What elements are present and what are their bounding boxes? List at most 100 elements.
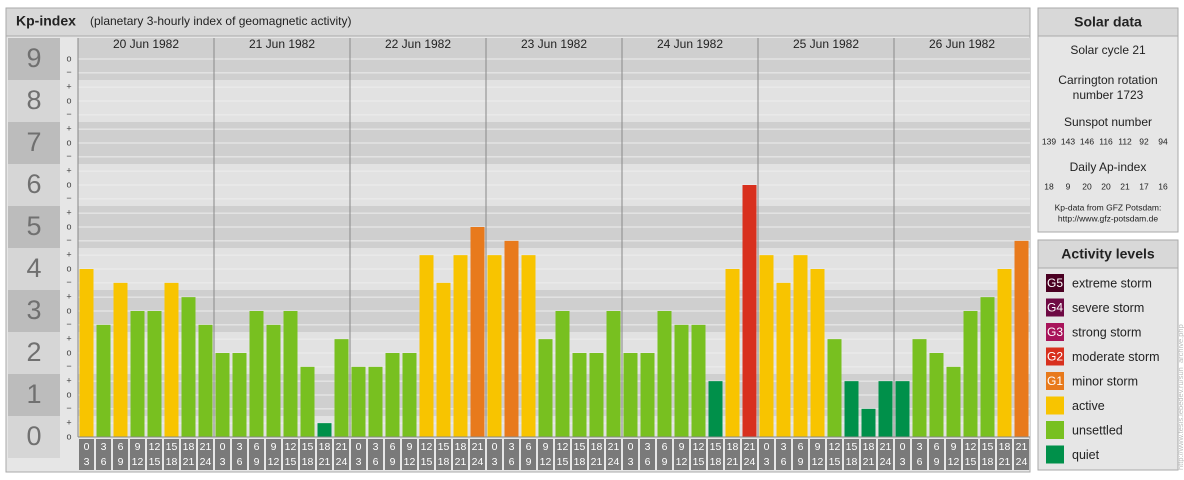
bar bbox=[317, 423, 332, 437]
hour-box bbox=[963, 439, 978, 470]
bar bbox=[844, 381, 859, 437]
x-tick-label: 6 bbox=[917, 456, 923, 468]
hour-box bbox=[878, 439, 893, 470]
x-tick-label: 3 bbox=[101, 441, 107, 453]
bar bbox=[725, 269, 740, 437]
carrington: number 1723 bbox=[1073, 88, 1144, 102]
x-tick-label: 21 bbox=[183, 456, 195, 468]
label-band bbox=[8, 290, 60, 332]
hour-box bbox=[657, 439, 672, 470]
x-tick-label: 3 bbox=[645, 441, 651, 453]
minor-tick-label: + bbox=[66, 82, 71, 92]
ap-value: 21 bbox=[1120, 181, 1130, 191]
x-tick-label: 18 bbox=[438, 456, 450, 468]
x-tick-label: 0 bbox=[84, 441, 90, 453]
x-tick-label: 0 bbox=[900, 441, 906, 453]
bar bbox=[232, 353, 247, 437]
bar bbox=[895, 381, 910, 437]
hour-box bbox=[810, 439, 825, 470]
legend-swatch bbox=[1046, 445, 1064, 464]
label-band bbox=[8, 80, 60, 122]
x-tick-label: 0 bbox=[628, 441, 634, 453]
source: http://www.gfz-potsdam.de bbox=[1058, 213, 1158, 223]
sunspot-value: 146 bbox=[1080, 136, 1094, 146]
minor-tick-label: + bbox=[66, 124, 71, 134]
y-tick-label: 8 bbox=[26, 85, 41, 115]
legend-code: G4 bbox=[1047, 301, 1063, 315]
hour-box bbox=[215, 439, 230, 470]
y-tick-label: 0 bbox=[26, 421, 41, 451]
sunspot-title: Sunspot number bbox=[1064, 115, 1152, 129]
ap-value: 18 bbox=[1044, 181, 1054, 191]
x-tick-label: 9 bbox=[390, 456, 396, 468]
x-tick-label: 9 bbox=[951, 441, 957, 453]
legend-label: minor storm bbox=[1072, 374, 1138, 388]
minor-tick-label: + bbox=[66, 250, 71, 260]
x-tick-label: 15 bbox=[982, 441, 994, 453]
hour-box bbox=[589, 439, 604, 470]
hour-box bbox=[640, 439, 655, 470]
hour-box bbox=[844, 439, 859, 470]
label-band bbox=[8, 374, 60, 416]
bar bbox=[300, 366, 315, 437]
minor-tick-label: o bbox=[66, 137, 71, 147]
minor-tick-label: o bbox=[66, 305, 71, 315]
bar bbox=[181, 297, 196, 437]
minor-tick-label: + bbox=[66, 292, 71, 302]
minor-tick-label: − bbox=[66, 403, 71, 413]
x-tick-label: 12 bbox=[268, 456, 280, 468]
hour-box bbox=[538, 439, 553, 470]
bar bbox=[147, 311, 162, 437]
x-tick-label: 15 bbox=[421, 456, 433, 468]
hour-box bbox=[929, 439, 944, 470]
hour-box bbox=[402, 439, 417, 470]
legend-code: G1 bbox=[1047, 374, 1063, 388]
bar bbox=[657, 311, 672, 437]
x-tick-label: 3 bbox=[764, 456, 770, 468]
x-tick-label: 15 bbox=[302, 441, 314, 453]
x-tick-label: 21 bbox=[455, 456, 467, 468]
legend-label: moderate storm bbox=[1072, 350, 1160, 364]
x-tick-label: 0 bbox=[492, 441, 498, 453]
legend-label: extreme storm bbox=[1072, 276, 1152, 290]
hour-box bbox=[572, 439, 587, 470]
x-tick-label: 6 bbox=[101, 456, 107, 468]
sunspot-value: 92 bbox=[1139, 136, 1149, 146]
minor-tick-label: − bbox=[66, 67, 71, 77]
hour-box bbox=[759, 439, 774, 470]
hour-box bbox=[317, 439, 332, 470]
hour-box bbox=[164, 439, 179, 470]
sunspot-value: 143 bbox=[1061, 136, 1075, 146]
day-label: 22 Jun 1982 bbox=[385, 37, 451, 51]
bar bbox=[929, 353, 944, 437]
x-tick-label: 24 bbox=[336, 456, 348, 468]
x-tick-label: 24 bbox=[472, 456, 484, 468]
x-tick-label: 21 bbox=[319, 456, 331, 468]
x-tick-label: 6 bbox=[390, 441, 396, 453]
x-tick-label: 24 bbox=[200, 456, 212, 468]
x-tick-label: 6 bbox=[254, 441, 260, 453]
hour-box bbox=[555, 439, 570, 470]
minor-tick-label: − bbox=[66, 361, 71, 371]
minor-tick-label: o bbox=[66, 263, 71, 273]
x-tick-label: 12 bbox=[948, 456, 960, 468]
x-tick-label: 15 bbox=[285, 456, 297, 468]
y-tick-label: 9 bbox=[26, 43, 41, 73]
x-tick-label: 21 bbox=[727, 456, 739, 468]
x-tick-label: 6 bbox=[662, 441, 668, 453]
x-tick-label: 18 bbox=[574, 456, 586, 468]
minor-tick-label: o bbox=[66, 53, 71, 63]
minor-tick-label: o bbox=[66, 95, 71, 105]
bar bbox=[691, 324, 706, 437]
x-tick-label: 15 bbox=[557, 456, 569, 468]
hour-box bbox=[606, 439, 621, 470]
x-tick-label: 21 bbox=[863, 456, 875, 468]
y-tick-label: 3 bbox=[26, 295, 41, 325]
legend-swatch bbox=[1046, 421, 1064, 439]
x-tick-label: 6 bbox=[798, 441, 804, 453]
bar bbox=[946, 366, 961, 437]
bar bbox=[266, 324, 281, 437]
x-tick-label: 3 bbox=[509, 441, 515, 453]
y-tick-label: 2 bbox=[26, 337, 41, 367]
bar bbox=[912, 339, 927, 437]
